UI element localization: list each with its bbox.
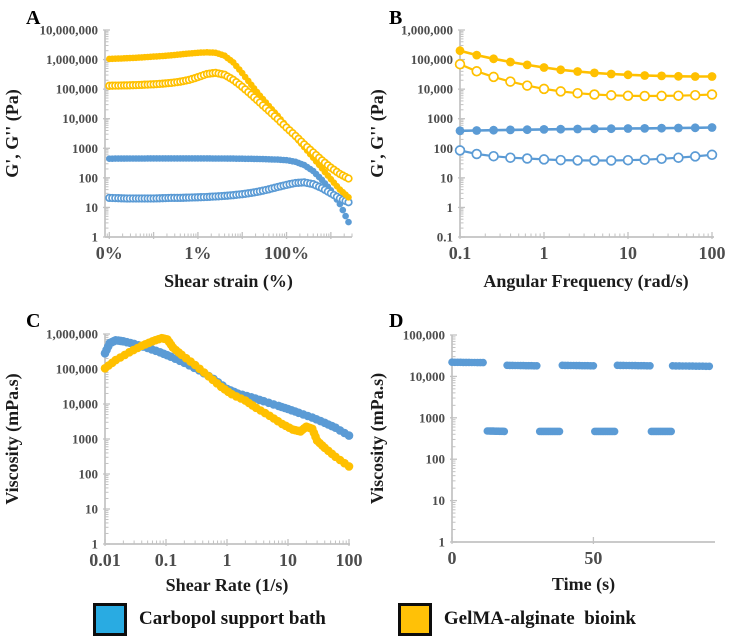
panel-C: C 1,000,000 100,000 10,000 1000 100 10 1 0.01 0.1…	[0, 297, 365, 597]
svg-text:100,000: 100,000	[56, 362, 98, 377]
svg-text:100: 100	[79, 467, 99, 482]
svg-text:100: 100	[426, 452, 446, 467]
svg-text:Shear strain (%): Shear strain (%)	[164, 271, 293, 292]
panel-D: D 100,000 10,000 1000 100 10 1 0 50 Time (s) Visco…	[365, 297, 729, 597]
svg-text:0: 0	[448, 548, 457, 568]
svg-text:1: 1	[447, 200, 454, 215]
svg-text:10,000: 10,000	[409, 369, 445, 384]
svg-text:0.1: 0.1	[155, 550, 178, 570]
svg-text:1: 1	[540, 243, 549, 263]
svg-text:1000: 1000	[72, 141, 98, 156]
svg-text:D: D	[389, 310, 403, 332]
svg-text:50: 50	[584, 548, 602, 568]
legend-swatch-gelma	[397, 602, 432, 636]
svg-text:C: C	[26, 310, 40, 332]
svg-text:100: 100	[79, 170, 99, 185]
svg-text:10,000: 10,000	[62, 397, 98, 412]
svg-text:G', G'' (Pa): G', G'' (Pa)	[367, 89, 388, 178]
legend-label-carbopol: Carbopol support bath	[138, 608, 326, 629]
chart-frequency-sweep: B1,000,000 100,000 10,000 1000 100 10 1 0.10.1 1…	[367, 7, 726, 292]
svg-text:1000: 1000	[419, 410, 445, 425]
svg-text:1000: 1000	[427, 111, 453, 126]
panel-A: A 10,000,000 1,000,000 100,000 10,000 1000 100…	[0, 0, 365, 297]
figure-legend: Carbopol support bath GelMA-alginate bio…	[0, 597, 729, 641]
svg-text:10: 10	[85, 200, 98, 215]
svg-text:1%: 1%	[184, 243, 211, 263]
svg-text:10,000: 10,000	[417, 82, 453, 97]
svg-text:100,000: 100,000	[403, 328, 445, 343]
svg-text:10: 10	[619, 243, 637, 263]
svg-text:10,000: 10,000	[62, 111, 98, 126]
svg-text:1,000,000: 1,000,000	[401, 23, 453, 38]
svg-text:1,000,000: 1,000,000	[46, 327, 98, 342]
chart-shear-strain-sweep: A10,000,0001,000,000100,00010,0001000100…	[2, 7, 353, 292]
svg-text:0.1: 0.1	[437, 230, 453, 245]
svg-text:B: B	[389, 7, 402, 29]
svg-text:1: 1	[92, 230, 99, 245]
svg-text:A: A	[26, 7, 41, 29]
svg-text:100%: 100%	[264, 243, 309, 263]
panel-B: B 1,000,000 100,000 10,000 1000 100 10 1 0.1 0.1 1…	[365, 0, 729, 297]
svg-text:Time (s): Time (s)	[552, 574, 615, 595]
svg-text:100: 100	[336, 550, 363, 570]
svg-text:100: 100	[434, 141, 454, 156]
svg-text:100: 100	[699, 243, 726, 263]
svg-text:10: 10	[85, 502, 98, 517]
svg-text:0.01: 0.01	[89, 550, 121, 570]
legend-swatch-carbopol	[92, 602, 127, 636]
svg-text:Viscosity (mPa.s): Viscosity (mPa.s)	[367, 373, 388, 504]
svg-text:Shear Rate (1/s): Shear Rate (1/s)	[166, 575, 289, 596]
svg-text:10: 10	[440, 170, 453, 185]
svg-text:0.1: 0.1	[449, 243, 472, 263]
legend-label-gelma: GelMA-alginate bioink	[443, 608, 636, 629]
svg-text:10: 10	[279, 550, 297, 570]
legend-item-carbopol: Carbopol support bath	[92, 602, 326, 636]
svg-text:G', G'' (Pa): G', G'' (Pa)	[2, 89, 23, 178]
legend-item-gelma: GelMA-alginate bioink	[397, 602, 636, 636]
svg-text:1: 1	[439, 535, 446, 550]
svg-text:10: 10	[432, 493, 445, 508]
svg-text:100,000: 100,000	[411, 52, 453, 67]
svg-text:10,000,000: 10,000,000	[40, 23, 99, 38]
svg-text:1000: 1000	[72, 432, 98, 447]
svg-text:1: 1	[223, 550, 232, 570]
svg-text:Viscosity (mPa.s): Viscosity (mPa.s)	[2, 373, 23, 504]
svg-text:0%: 0%	[96, 243, 123, 263]
svg-text:Angular Frequency (rad/s): Angular Frequency (rad/s)	[483, 271, 688, 292]
svg-text:1: 1	[92, 537, 99, 552]
panel-grid: A 10,000,000 1,000,000 100,000 10,000 1000 100…	[0, 0, 729, 597]
svg-text:100,000: 100,000	[56, 82, 98, 97]
svg-text:1,000,000: 1,000,000	[46, 52, 98, 67]
